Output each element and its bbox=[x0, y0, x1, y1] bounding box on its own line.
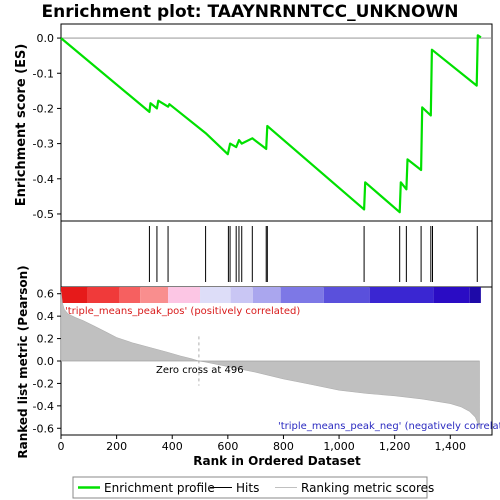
chart-title: Enrichment plot: TAAYNRNNTCC_UNKNOWN bbox=[42, 2, 459, 22]
colorbar-segment-4 bbox=[168, 287, 201, 303]
colorbar-segment-12 bbox=[469, 287, 481, 303]
metric-tick-label-5: -0.4 bbox=[33, 400, 54, 413]
es-tick-label-4: -0.4 bbox=[33, 173, 54, 186]
legend-label-0: Enrichment profile bbox=[104, 481, 215, 495]
metric-tick-label-4: -0.2 bbox=[33, 377, 54, 390]
legend-label-2: Ranking metric scores bbox=[301, 481, 434, 495]
ranking-metric-area bbox=[60, 291, 480, 429]
es-panel bbox=[60, 23, 493, 222]
es-tick-label-2: -0.2 bbox=[33, 102, 54, 115]
hits-panel bbox=[60, 220, 493, 288]
x-tick-label-5: 1,000 bbox=[323, 440, 355, 453]
es-tick-label-0: 0.0 bbox=[37, 32, 55, 45]
x-tick-label-6: 1,200 bbox=[379, 440, 411, 453]
colorbar-segment-9 bbox=[323, 287, 370, 303]
colorbar-segment-10 bbox=[369, 287, 434, 303]
x-tick-label-2: 400 bbox=[162, 440, 183, 453]
x-axis-title: Rank in Ordered Dataset bbox=[193, 454, 361, 468]
metric-tick-label-0: 0.6 bbox=[37, 288, 55, 301]
colorbar-segment-3 bbox=[140, 287, 169, 303]
colorbar-segment-1 bbox=[87, 287, 120, 303]
colorbar-segment-5 bbox=[200, 287, 231, 303]
colorbar-segment-7 bbox=[252, 287, 281, 303]
positive-correlation-label: 'triple_means_peak_pos' (positively corr… bbox=[65, 306, 300, 317]
metric-tick-label-1: 0.4 bbox=[37, 310, 55, 323]
legend-box bbox=[72, 476, 428, 499]
es-tick-label-3: -0.3 bbox=[33, 138, 54, 151]
metric-area bbox=[60, 291, 480, 429]
metric-tick-label-6: -0.6 bbox=[33, 422, 54, 435]
x-tick-label-0: 0 bbox=[58, 440, 65, 453]
x-tick-label-4: 800 bbox=[273, 440, 294, 453]
x-tick-label-3: 600 bbox=[217, 440, 238, 453]
colorbar-segment-0 bbox=[61, 287, 88, 303]
es-axis-title: Enrichment score (ES) bbox=[14, 44, 29, 207]
colorbar-segment-8 bbox=[280, 287, 324, 303]
metric-axis-title: Ranked list metric (Pearson) bbox=[16, 265, 30, 458]
legend-label-1: Hits bbox=[236, 481, 259, 495]
colorbar-segment-2 bbox=[119, 287, 141, 303]
hit-ticks bbox=[148, 226, 478, 282]
colorbar-segment-6 bbox=[230, 287, 253, 303]
zero-cross-label: Zero cross at 496 bbox=[156, 365, 244, 376]
enrichment-profile bbox=[60, 34, 492, 214]
metric-tick-label-3: 0.0 bbox=[37, 355, 55, 368]
colorbar-segment-11 bbox=[433, 287, 470, 303]
es-tick-label-5: -0.5 bbox=[33, 208, 54, 221]
axes: 0.0 -0.1 -0.2 -0.3 -0.4 -0.5 0.6 0.4 0.2 0.0 -0.2 -… bbox=[33, 32, 467, 453]
x-tick-label-1: 200 bbox=[106, 440, 127, 453]
negative-correlation-label: 'triple_means_peak_neg' (negatively corr… bbox=[278, 421, 500, 432]
metric-tick-label-2: 0.2 bbox=[37, 333, 55, 346]
es-tick-label-1: -0.1 bbox=[33, 67, 54, 80]
ranked-colorbar bbox=[61, 287, 481, 303]
es-series-line-0 bbox=[60, 34, 482, 214]
legend: Enrichment profile Hits Ranking metric sco… bbox=[78, 481, 434, 495]
x-tick-label-7: 1,400 bbox=[435, 440, 467, 453]
